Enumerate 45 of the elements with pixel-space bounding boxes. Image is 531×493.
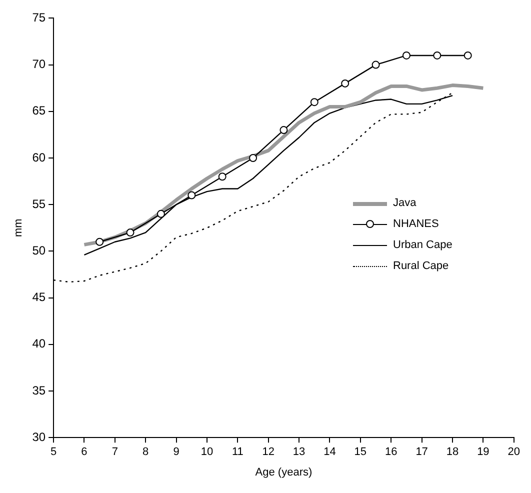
y-tick-label: 70 (32, 57, 46, 72)
y-tick-label: 45 (32, 290, 46, 304)
x-tick-label: 8 (142, 446, 149, 458)
legend-label: NHANES (393, 217, 439, 232)
x-tick-label: 19 (477, 446, 490, 458)
point (280, 126, 288, 134)
legend-label: Urban Cape (393, 238, 452, 253)
x-axis-title: Age (years) (255, 466, 312, 478)
point (156, 210, 165, 218)
y-tick-label: 55 (32, 196, 46, 211)
x-tick-label: 11 (232, 446, 244, 458)
y-tick-label: 65 (32, 104, 46, 118)
x-tick-label: 7 (112, 446, 118, 458)
point (402, 51, 410, 60)
point (126, 228, 134, 237)
x-tick-label: 17 (416, 446, 428, 458)
x-tick-label: 5 (50, 446, 57, 458)
y-tick-label: 30 (32, 430, 46, 444)
y-axis-title: mm (12, 218, 25, 238)
x-tick-label: 10 (200, 446, 214, 458)
y-tick-label: 60 (32, 150, 46, 164)
point (433, 51, 442, 60)
x-tick-label: 14 (324, 446, 336, 458)
legend-label: Rural Cape (393, 259, 449, 274)
x-tick-label: 15 (354, 446, 367, 458)
point (310, 98, 318, 106)
x-tick-label: 20 (508, 446, 520, 458)
y-tick-label: 50 (32, 244, 46, 258)
y-tick-label: 75 (32, 10, 46, 25)
legend-label: Java (393, 196, 416, 211)
point (188, 191, 196, 200)
x-tick-label: 12 (262, 446, 274, 458)
point (218, 172, 226, 181)
y-tick-label: 35 (32, 383, 46, 398)
x-tick-label: 16 (385, 446, 398, 458)
x-tick-label: 13 (292, 446, 306, 458)
y-tick-label: 40 (32, 336, 46, 351)
point (96, 238, 104, 246)
x-tick-label: 9 (173, 446, 180, 458)
point (372, 60, 380, 69)
point (249, 154, 258, 162)
point (341, 79, 350, 88)
x-tick-label: 18 (446, 446, 459, 458)
point (464, 51, 472, 60)
x-tick-label: 6 (81, 446, 88, 458)
